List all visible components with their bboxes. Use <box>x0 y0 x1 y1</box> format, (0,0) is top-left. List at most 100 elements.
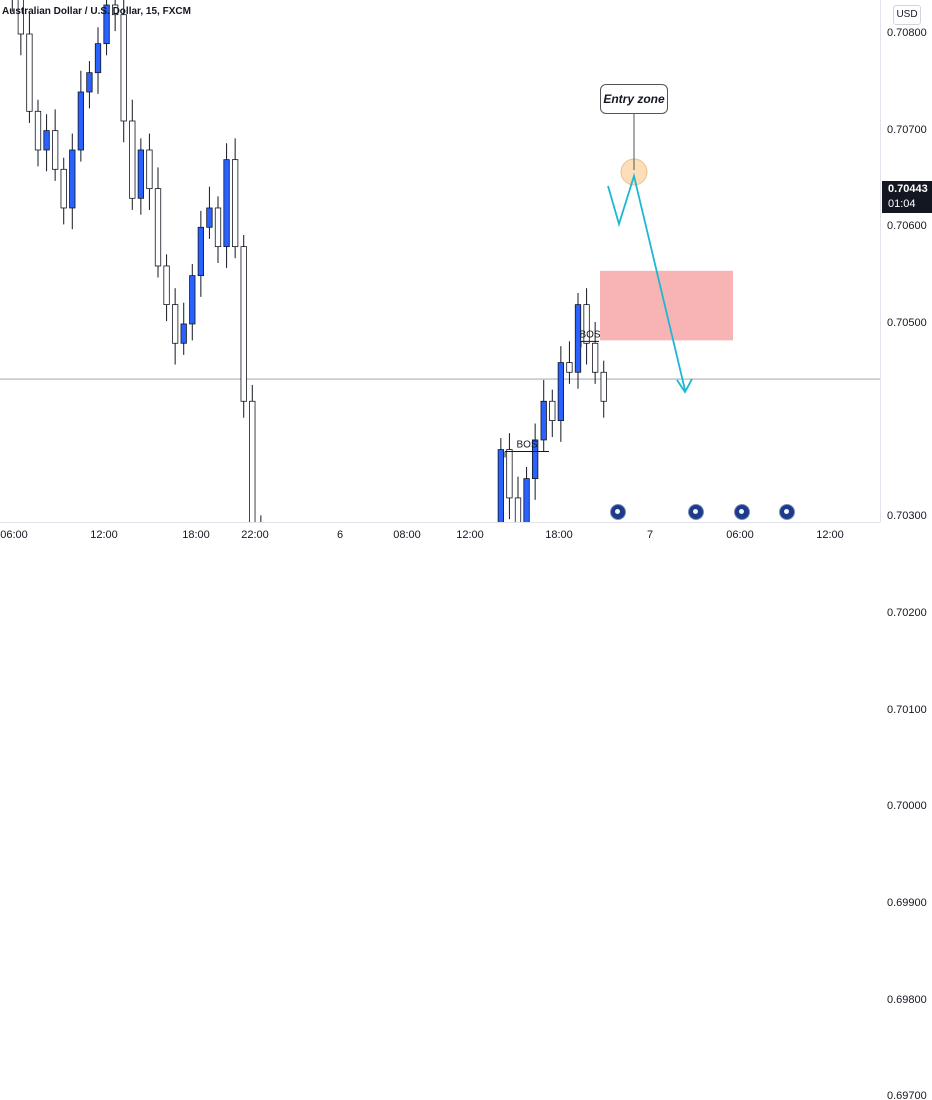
candle <box>566 341 573 384</box>
candle-body <box>506 449 513 499</box>
candle-body <box>77 91 85 151</box>
candle <box>60 157 67 225</box>
candle-body <box>249 400 256 537</box>
candle-body <box>94 43 102 74</box>
price-axis-label: 0.70300 <box>887 510 927 523</box>
candle <box>52 109 59 181</box>
candle-body <box>43 130 50 151</box>
candle-body <box>557 362 564 421</box>
candle-body <box>532 439 539 479</box>
candle <box>26 12 33 123</box>
candle-body <box>583 304 590 344</box>
candle <box>171 288 179 365</box>
candle-body <box>523 478 530 537</box>
economic-event-icon[interactable] <box>779 504 795 520</box>
candle <box>249 384 256 558</box>
candle <box>206 186 213 239</box>
candle-body <box>137 149 145 199</box>
candle-body <box>129 120 136 199</box>
candle <box>540 380 547 452</box>
price-axis-label: 0.70700 <box>887 123 927 136</box>
candle-body <box>214 207 222 248</box>
economic-event-icon[interactable] <box>734 504 750 520</box>
candle-body <box>231 159 239 248</box>
candle <box>163 254 170 322</box>
candle-body <box>240 246 247 402</box>
candle-body <box>69 149 76 209</box>
candle <box>86 61 93 109</box>
candle-body <box>17 0 25 35</box>
candle-body <box>514 497 522 537</box>
candle <box>583 288 590 365</box>
candle <box>240 235 247 418</box>
candle-body <box>206 207 213 228</box>
candle <box>94 27 102 94</box>
candle <box>506 433 513 520</box>
candle <box>17 0 25 56</box>
time-axis-label: 6 <box>336 529 344 541</box>
candle <box>523 466 530 554</box>
time-axis-label: 08:00 <box>393 529 421 541</box>
candle-body <box>180 323 187 344</box>
time-axis-label: 7 <box>646 529 654 541</box>
time-axis-label: 12:00 <box>816 529 844 541</box>
candle <box>231 138 239 259</box>
candle <box>112 0 119 32</box>
time-axis[interactable]: 06:00 12:00 18:00 22:00 6 08:00 12:00 18:00 7 06:… <box>0 522 880 551</box>
price-axis-label: 0.70600 <box>887 220 927 233</box>
last-price-value: 0.70443 <box>888 183 928 195</box>
candle <box>137 138 145 215</box>
price-axis-label: 0.70200 <box>887 606 927 619</box>
candle <box>129 99 136 210</box>
price-axis-label: 0.70800 <box>887 27 927 39</box>
price-axis-label: 0.69700 <box>887 1090 927 1100</box>
candle <box>197 210 205 297</box>
candle-body <box>26 33 33 112</box>
candle-body <box>574 304 582 373</box>
price-axis[interactable]: 0.70800 0.70700 0.70600 0.70500 0.70300 0.702… <box>880 0 932 1100</box>
bar-countdown: 01:04 <box>888 198 916 210</box>
candle-body <box>34 110 42 151</box>
candle <box>574 293 582 389</box>
bos-label: BOS <box>516 440 537 451</box>
candle <box>34 99 42 167</box>
entry-zone-rect <box>600 270 733 341</box>
candle <box>592 322 599 384</box>
candle <box>532 423 539 500</box>
candle-body <box>592 342 599 373</box>
price-axis-label: 0.69800 <box>887 993 927 1006</box>
candle <box>154 167 162 278</box>
candle <box>497 437 505 592</box>
projection-arrowhead <box>676 378 693 394</box>
price-axis-label: 0.70100 <box>887 703 927 716</box>
economic-event-icon[interactable] <box>688 504 704 520</box>
candle-body <box>549 400 556 421</box>
candle <box>257 515 265 645</box>
time-axis-label: 18:00 <box>182 529 210 541</box>
candle <box>120 0 127 143</box>
candle-body <box>86 72 93 93</box>
candle <box>11 0 13 12</box>
chart-area[interactable]: BOSBOSBOS Australian Dollar / U.S. Dolla… <box>0 0 880 914</box>
candle-body <box>120 14 127 122</box>
time-axis-label: 22:00 <box>241 529 269 541</box>
entry-zone-callout[interactable]: Entry zone <box>600 84 668 114</box>
candle-body <box>146 149 153 190</box>
candle <box>69 133 76 230</box>
last-price-badge: 0.70443 01:04 <box>882 181 932 213</box>
projection-path <box>607 172 686 391</box>
candle-body <box>171 304 179 344</box>
candle-body <box>223 159 230 248</box>
candle-body <box>112 4 119 16</box>
calendar-event-icon[interactable] <box>610 504 626 520</box>
candle <box>549 389 556 438</box>
candle <box>223 143 230 268</box>
time-axis-label: 18:00 <box>545 529 573 541</box>
candle <box>43 114 50 172</box>
candle-body <box>197 226 205 277</box>
candlestick-chart[interactable]: BOSBOSBOS <box>0 0 880 914</box>
candle-body <box>497 449 505 576</box>
currency-button[interactable]: USD <box>893 5 921 25</box>
candle <box>180 302 187 355</box>
candle-body <box>566 362 573 373</box>
